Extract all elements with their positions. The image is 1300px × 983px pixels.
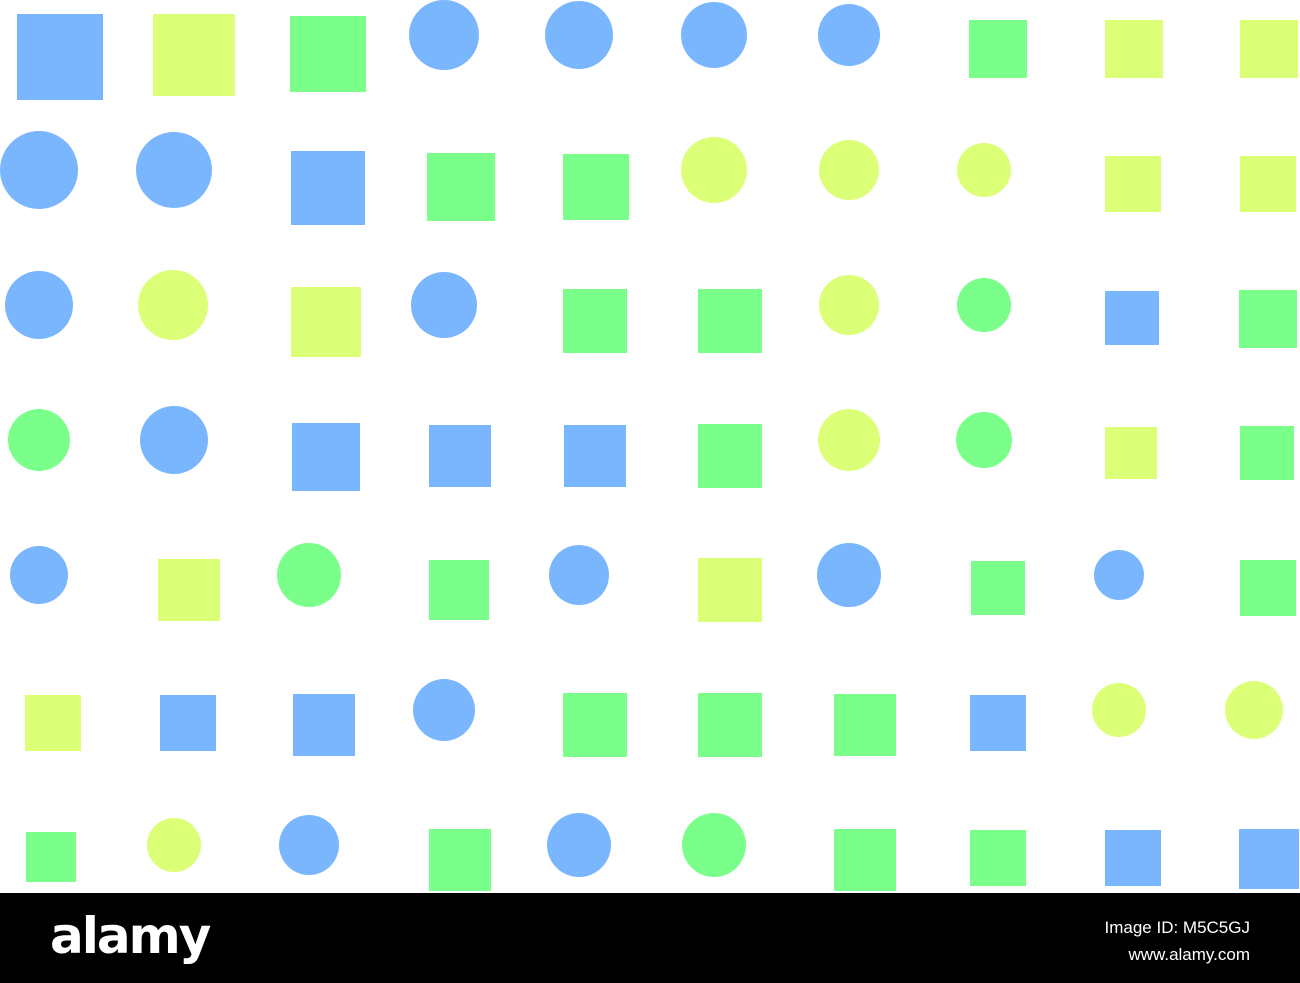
blue-circle <box>413 679 475 741</box>
yellow-circle <box>138 270 208 340</box>
blue-circle <box>279 815 339 875</box>
blue-square <box>1105 830 1161 886</box>
image-id-label: Image ID: M5C5GJ <box>1104 918 1251 937</box>
green-square <box>970 830 1026 886</box>
blue-square <box>970 695 1026 751</box>
green-square <box>698 289 762 353</box>
blue-square <box>292 423 360 491</box>
blue-square <box>160 695 216 751</box>
green-square <box>427 153 495 221</box>
blue-circle <box>549 545 609 605</box>
blue-circle <box>411 272 477 338</box>
blue-square <box>17 14 103 100</box>
yellow-circle <box>819 140 879 200</box>
blue-circle <box>136 132 212 208</box>
yellow-circle <box>147 818 201 872</box>
green-square <box>429 560 489 620</box>
blue-circle <box>681 2 747 68</box>
green-circle <box>956 412 1012 468</box>
blue-square <box>293 694 355 756</box>
green-circle <box>682 813 746 877</box>
green-square <box>834 829 896 891</box>
blue-square <box>291 151 365 225</box>
blue-square <box>564 425 626 487</box>
green-square <box>563 693 627 757</box>
green-square <box>26 832 76 882</box>
yellow-circle <box>957 143 1011 197</box>
blue-circle <box>10 546 68 604</box>
green-square <box>969 20 1027 78</box>
green-square <box>834 694 896 756</box>
blue-circle <box>140 406 208 474</box>
yellow-square <box>153 14 235 96</box>
yellow-square <box>158 559 220 621</box>
yellow-circle <box>1225 681 1283 739</box>
watermark-footer: alamy Image ID: M5C5GJ www.alamy.com <box>0 893 1300 983</box>
green-circle <box>277 543 341 607</box>
green-square <box>290 16 366 92</box>
yellow-circle <box>818 409 880 471</box>
blue-circle <box>547 813 611 877</box>
yellow-circle <box>819 275 879 335</box>
yellow-square <box>698 558 762 622</box>
shape-pattern <box>0 0 1300 893</box>
blue-circle <box>1094 550 1144 600</box>
blue-circle <box>818 4 880 66</box>
yellow-circle <box>1092 683 1146 737</box>
green-square <box>429 829 491 891</box>
green-square <box>971 561 1025 615</box>
yellow-square <box>1105 20 1163 78</box>
green-square <box>1240 426 1294 480</box>
yellow-square <box>1240 20 1298 78</box>
alamy-logo: alamy <box>50 907 211 965</box>
blue-circle <box>817 543 881 607</box>
yellow-square <box>1105 427 1157 479</box>
blue-circle <box>409 0 479 70</box>
green-square <box>563 289 627 353</box>
yellow-square <box>1240 156 1296 212</box>
green-square <box>563 154 629 220</box>
yellow-circle <box>681 137 747 203</box>
green-square <box>698 693 762 757</box>
green-square <box>1239 290 1297 348</box>
green-circle <box>8 409 70 471</box>
blue-square <box>1239 829 1299 889</box>
green-square <box>1240 560 1296 616</box>
yellow-square <box>291 287 361 357</box>
site-url: www.alamy.com <box>1128 945 1250 964</box>
blue-square <box>429 425 491 487</box>
green-square <box>698 424 762 488</box>
yellow-square <box>1105 156 1161 212</box>
yellow-square <box>25 695 81 751</box>
green-circle <box>957 278 1011 332</box>
blue-circle <box>545 1 613 69</box>
blue-circle <box>5 271 73 339</box>
blue-square <box>1105 291 1159 345</box>
blue-circle <box>0 131 78 209</box>
